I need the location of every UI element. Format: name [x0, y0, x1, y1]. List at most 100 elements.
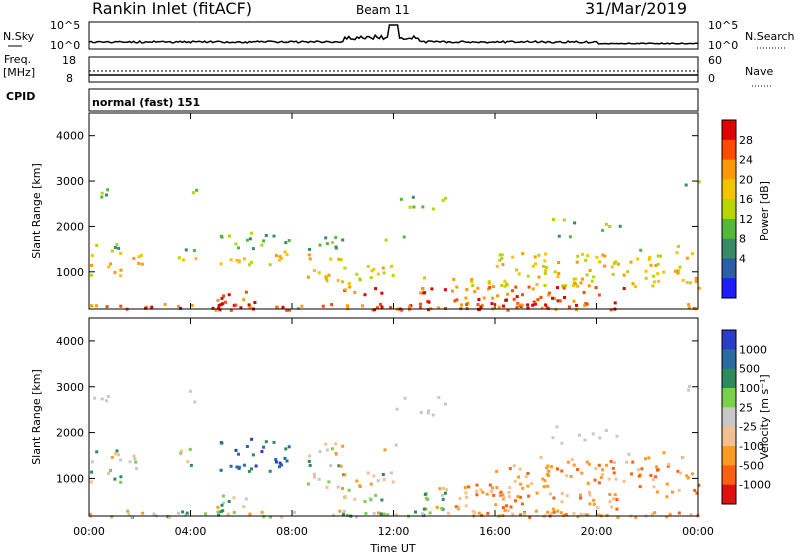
- power-echo-cell: [503, 284, 507, 288]
- velocity-echo-cell: [337, 464, 341, 468]
- power-echo-cell: [575, 308, 578, 312]
- velocity-echo-cell: [668, 512, 672, 516]
- power-echo-cell: [317, 271, 321, 275]
- power-y-axis: 1000 2000 3000 4000: [56, 130, 698, 279]
- power-echo-cell: [592, 275, 596, 279]
- velocity-x-tick-label: 00:00: [73, 525, 105, 538]
- velocity-echo-cell: [414, 510, 417, 514]
- velocity-echo-cell: [596, 506, 600, 510]
- power-echo-cell: [639, 248, 643, 252]
- power-echo-cell: [195, 188, 199, 192]
- power-echo-cell: [676, 244, 680, 248]
- power-echo-cell: [500, 284, 504, 287]
- power-echo-cell: [327, 273, 331, 277]
- power-echo-cell: [132, 257, 136, 260]
- power-echo-cell: [464, 296, 468, 300]
- velocity-echo-cell: [189, 463, 193, 467]
- power-echo-cell: [579, 281, 583, 285]
- velocity-echo-cell: [640, 467, 644, 471]
- power-echo-cell: [465, 288, 469, 292]
- velocity-heatmap: [89, 384, 701, 519]
- power-echo-cell: [222, 294, 225, 298]
- power-echo-cell: [334, 236, 338, 240]
- power-echo-cell: [281, 305, 285, 309]
- velocity-echo-cell: [394, 443, 398, 447]
- power-echo-cell: [219, 234, 223, 238]
- power-echo-cell: [229, 308, 233, 312]
- power-echo-cell: [564, 284, 568, 288]
- power-echo-cell: [264, 234, 268, 237]
- velocity-echo-cell: [662, 451, 666, 455]
- velocity-colorbar-segment: [722, 465, 736, 486]
- power-echo-cell: [381, 266, 385, 270]
- velocity-echo-cell: [665, 515, 669, 519]
- power-echo-cell: [694, 279, 698, 283]
- velocity-echo-cell: [251, 453, 255, 457]
- velocity-x-tick-label: 16:00: [479, 525, 511, 538]
- velocity-colorbar-tick: 1000: [739, 343, 767, 356]
- velocity-echo-cell: [95, 450, 99, 454]
- power-echo-cell: [652, 280, 656, 284]
- power-echo-cell: [274, 254, 278, 257]
- freq-tick-top: 18: [62, 54, 76, 67]
- velocity-echo-cell: [697, 483, 701, 487]
- velocity-echo-cell: [324, 442, 328, 446]
- power-echo-cell: [517, 272, 521, 276]
- velocity-y-tick-label: 3000: [56, 381, 84, 394]
- velocity-echo-cell: [441, 497, 445, 501]
- velocity-echo-cell: [516, 495, 520, 499]
- power-colorbar-segment: [722, 159, 736, 180]
- velocity-echo-cell: [489, 490, 493, 493]
- power-echo-cell: [526, 306, 530, 310]
- velocity-echo-cell: [189, 389, 192, 393]
- velocity-echo-cell: [110, 515, 114, 519]
- power-colorbar-segment: [722, 199, 736, 220]
- power-echo-cell: [390, 264, 393, 268]
- power-echo-cell: [237, 246, 240, 250]
- power-echo-cell: [313, 269, 317, 273]
- velocity-echo-cell: [464, 504, 468, 508]
- power-colorbar-tick: 28: [739, 134, 753, 147]
- velocity-echo-cell: [308, 454, 311, 458]
- velocity-echo-cell: [426, 497, 430, 501]
- power-echo-cell: [604, 222, 608, 226]
- power-echo-cell: [408, 205, 412, 209]
- freq-panel-frame: [88, 56, 699, 83]
- power-echo-cell: [531, 287, 535, 291]
- velocity-echo-cell: [285, 459, 289, 463]
- velocity-colorbar-segment: [722, 330, 736, 350]
- velocity-echo-cell: [612, 497, 616, 501]
- velocity-echo-cell: [541, 477, 545, 481]
- velocity-echo-cell: [616, 515, 620, 519]
- power-echo-cell: [520, 303, 524, 307]
- power-echo-cell: [540, 306, 544, 310]
- velocity-echo-cell: [244, 497, 248, 501]
- power-echo-cell: [649, 263, 653, 267]
- power-echo-cell: [697, 180, 701, 184]
- velocity-echo-cell: [117, 453, 121, 457]
- velocity-echo-cell: [342, 509, 346, 513]
- velocity-echo-cell: [686, 476, 690, 480]
- velocity-echo-cell: [167, 515, 171, 519]
- noise-tick-right-top: 10^5: [708, 19, 738, 32]
- velocity-echo-cell: [637, 474, 641, 478]
- velocity-colorbar-segment: [722, 349, 736, 370]
- power-echo-cell: [558, 299, 562, 303]
- power-echo-cell: [647, 257, 651, 261]
- power-echo-cell: [115, 243, 119, 247]
- power-echo-cell: [572, 299, 576, 303]
- power-echo-cell: [366, 264, 370, 268]
- velocity-echo-cell: [318, 450, 322, 453]
- power-echo-cell: [308, 257, 312, 261]
- power-echo-cell: [334, 245, 338, 249]
- power-echo-cell: [427, 300, 431, 304]
- noise-tick-left-bottom: 10^0: [50, 39, 80, 52]
- velocity-echo-cell: [654, 475, 658, 479]
- velocity-echo-cell: [534, 509, 538, 513]
- velocity-echo-cell: [364, 512, 368, 515]
- velocity-echo-cell: [376, 479, 380, 483]
- power-echo-cell: [444, 196, 447, 200]
- power-echo-cell: [247, 263, 251, 267]
- velocity-echo-cell: [442, 486, 445, 490]
